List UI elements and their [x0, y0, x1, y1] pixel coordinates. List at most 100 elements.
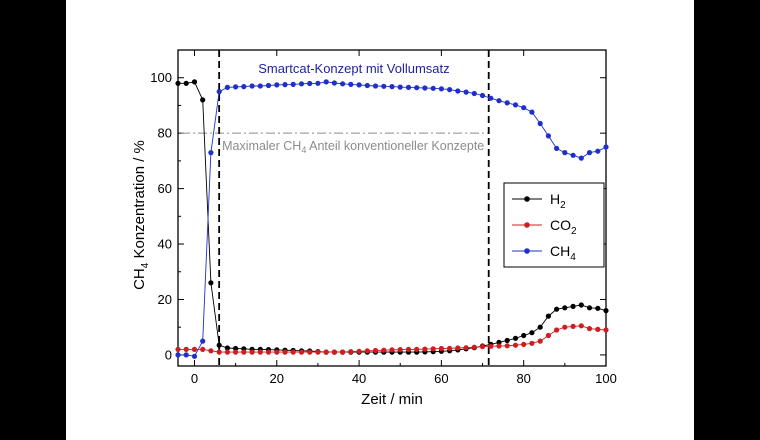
data-point — [307, 349, 313, 355]
data-point — [595, 326, 601, 332]
data-point — [323, 349, 329, 355]
data-point — [183, 352, 189, 358]
data-point — [562, 150, 568, 156]
legend-swatch-marker — [524, 196, 530, 202]
legend-item-h2: H2 — [512, 191, 566, 211]
data-point — [603, 327, 609, 333]
data-point — [603, 308, 609, 314]
y-axis-label-sub: 4 — [140, 262, 151, 268]
data-point — [200, 346, 206, 352]
chart-svg: 0 20 40 60 80 100 0 20 40 60 80 100 Smartcat-Konzep… — [131, 49, 617, 408]
data-point — [265, 349, 272, 355]
data-point — [471, 344, 477, 350]
data-point — [340, 81, 346, 87]
legend-item-ch4: CH4 — [512, 243, 576, 263]
data-point — [488, 343, 494, 349]
legend-label-main: CH — [550, 243, 570, 259]
legend-label: H2 — [550, 191, 566, 211]
data-point — [348, 349, 354, 355]
data-point — [479, 344, 486, 350]
data-point — [537, 338, 543, 344]
data-point — [331, 349, 337, 355]
data-point — [496, 98, 502, 104]
series-h2 — [175, 79, 609, 355]
svg-text:Maximaler CH4 Anteil konventio: Maximaler CH4 Anteil konventioneller Kon… — [222, 139, 484, 155]
data-point — [216, 349, 222, 355]
data-point — [570, 152, 576, 158]
data-point — [372, 83, 379, 89]
data-point — [249, 83, 255, 89]
data-point — [274, 82, 280, 88]
legend-label-main: CO — [550, 217, 571, 233]
data-point — [241, 84, 247, 90]
legend-label-sub: 4 — [570, 252, 576, 263]
data-point — [537, 324, 543, 330]
annotation-group: Smartcat-Konzept mit Vollumsatz — [258, 61, 449, 76]
data-point — [422, 85, 428, 91]
reference-label-main: Maximaler CH — [222, 139, 301, 153]
data-point — [463, 345, 469, 351]
data-point — [307, 80, 313, 87]
reference-label-rest: Anteil konventioneller Konzepte — [306, 139, 484, 153]
data-point — [233, 345, 239, 352]
data-point — [233, 349, 239, 355]
data-point — [274, 349, 280, 355]
data-point — [191, 353, 198, 359]
legend-item-co2: CO2 — [512, 217, 577, 237]
data-point — [191, 346, 198, 352]
legend-label-sub: 2 — [560, 200, 566, 211]
x-tick-label: 100 — [595, 371, 617, 386]
data-point — [290, 81, 296, 87]
data-point — [257, 349, 263, 355]
data-point — [455, 88, 461, 94]
y-tick-label: 80 — [158, 126, 172, 141]
data-point — [364, 348, 370, 354]
data-point — [414, 346, 420, 352]
data-point — [595, 305, 601, 311]
data-point — [290, 349, 296, 355]
data-point — [175, 80, 181, 86]
y-tick-label: 60 — [158, 181, 172, 196]
data-point — [447, 345, 453, 351]
data-point — [208, 348, 214, 354]
data-point — [241, 349, 247, 355]
data-point — [397, 84, 403, 90]
data-point — [562, 305, 568, 311]
data-point — [578, 302, 584, 308]
x-tick-label: 20 — [270, 371, 284, 386]
plot-frame — [177, 49, 607, 367]
legend-label-main: H — [550, 191, 560, 207]
data-point — [521, 332, 527, 339]
data-point — [397, 347, 403, 353]
data-point — [586, 326, 593, 332]
chart-panel: 0 20 40 60 80 100 0 20 40 60 80 100 Smartcat-Konzep… — [66, 0, 694, 440]
x-tick-label: 40 — [352, 371, 366, 386]
data-point — [537, 120, 543, 127]
annotation-label: Smartcat-Konzept mit Vollumsatz — [258, 61, 449, 76]
data-point — [249, 349, 255, 355]
data-point — [595, 148, 601, 154]
data-point — [496, 343, 502, 349]
phase-lines — [218, 50, 490, 366]
data-point — [479, 92, 486, 99]
data-point — [208, 280, 214, 286]
data-point — [216, 89, 222, 95]
data-point — [545, 133, 551, 139]
legend-label: CH4 — [550, 243, 576, 263]
data-point — [381, 347, 387, 353]
legend-swatch-marker — [524, 248, 530, 254]
y-axis-label-main: CH — [131, 268, 148, 290]
data-point — [224, 345, 230, 351]
data-point — [265, 82, 272, 89]
data-point — [521, 341, 527, 347]
data-point — [200, 338, 206, 344]
data-point — [298, 349, 305, 355]
data-point — [529, 330, 535, 336]
data-point — [603, 144, 609, 150]
legend-label-sub: 2 — [571, 226, 577, 237]
data-point — [447, 87, 453, 93]
data-point — [389, 347, 395, 353]
data-point — [438, 345, 444, 352]
data-point — [422, 346, 428, 352]
